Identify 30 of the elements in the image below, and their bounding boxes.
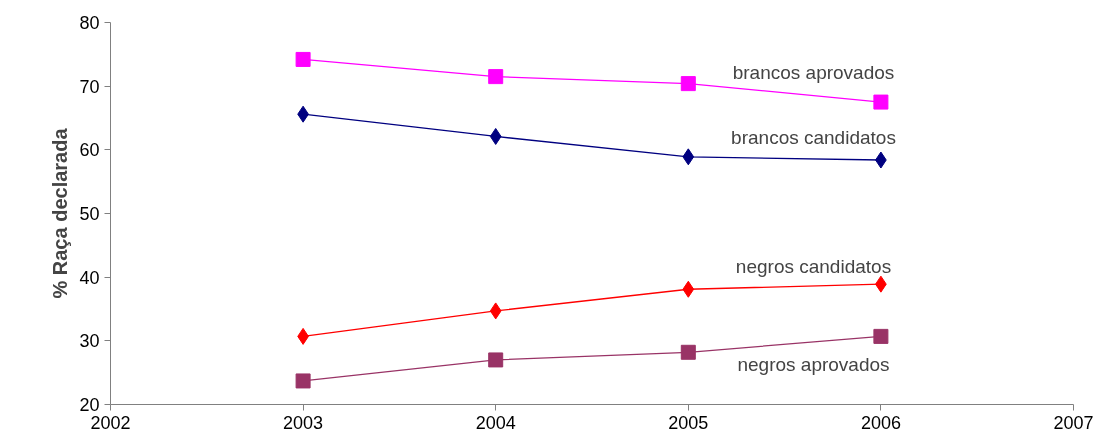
series-label: negros candidatos <box>735 255 892 277</box>
x-tick-label: 2006 <box>860 412 901 433</box>
point <box>295 51 311 67</box>
y-tick-label: 20 <box>79 395 100 415</box>
point <box>295 373 311 389</box>
series-label: negros aprovados <box>737 354 890 376</box>
y-tick-label: 30 <box>79 331 100 352</box>
series-label: brancos aprovados <box>732 61 895 83</box>
y-tick-label: 60 <box>79 140 100 161</box>
point <box>489 302 502 320</box>
y-tick-label: 50 <box>79 204 100 224</box>
x-tick-label: 2002 <box>90 412 131 433</box>
point <box>488 69 504 85</box>
point <box>680 344 696 360</box>
x-tick-label: 2005 <box>668 412 709 433</box>
point <box>489 127 502 145</box>
point <box>680 76 696 92</box>
point <box>488 352 504 368</box>
x-tick-label: 2003 <box>283 412 324 433</box>
point <box>873 94 889 110</box>
x-tick-label: 2007 <box>1053 412 1094 433</box>
point <box>682 148 695 166</box>
y-tick-label: 80 <box>79 13 100 33</box>
series-label: brancos candidatos <box>731 127 896 149</box>
y-tick-label: 40 <box>79 267 100 288</box>
y-axis-title: % Raça declarada <box>49 127 72 299</box>
x-tick-label: 2004 <box>475 412 516 433</box>
point <box>682 280 695 298</box>
point <box>873 328 889 344</box>
y-tick-label: 70 <box>79 76 100 97</box>
